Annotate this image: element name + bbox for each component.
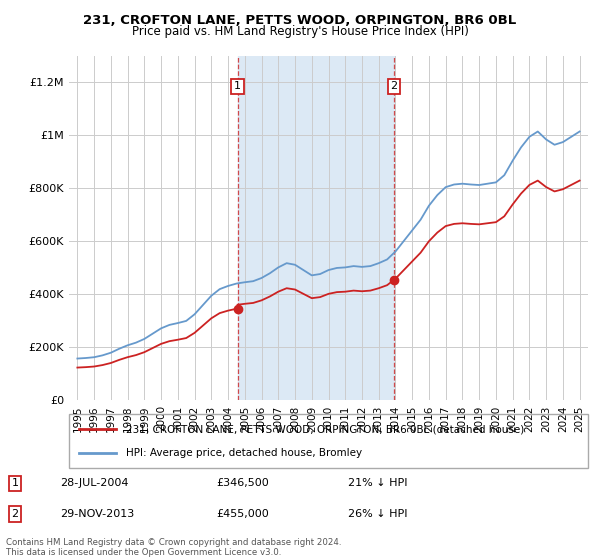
Bar [238,56,394,400]
Text: 231, CROFTON LANE, PETTS WOOD, ORPINGTON, BR6 0BL: 231, CROFTON LANE, PETTS WOOD, ORPINGTON… [83,14,517,27]
Text: 29-NOV-2013: 29-NOV-2013 [60,509,134,519]
Text: HPI: Average price, detached house, Bromley: HPI: Average price, detached house, Brom… [126,447,362,458]
Text: Price paid vs. HM Land Registry's House Price Index (HPI): Price paid vs. HM Land Registry's House … [131,25,469,38]
Text: £455,000: £455,000 [216,509,269,519]
Text: 2: 2 [11,509,19,519]
Text: 26% ↓ HPI: 26% ↓ HPI [348,509,407,519]
Text: 1: 1 [234,81,241,91]
Text: 21% ↓ HPI: 21% ↓ HPI [348,478,407,488]
Text: 2: 2 [391,81,398,91]
Text: Contains HM Land Registry data © Crown copyright and database right 2024.
This d: Contains HM Land Registry data © Crown c… [6,538,341,557]
Text: 1: 1 [11,478,19,488]
Text: 28-JUL-2004: 28-JUL-2004 [60,478,128,488]
Text: £346,500: £346,500 [216,478,269,488]
Text: 231, CROFTON LANE, PETTS WOOD, ORPINGTON, BR6 0BL (detached house): 231, CROFTON LANE, PETTS WOOD, ORPINGTON… [126,424,524,435]
